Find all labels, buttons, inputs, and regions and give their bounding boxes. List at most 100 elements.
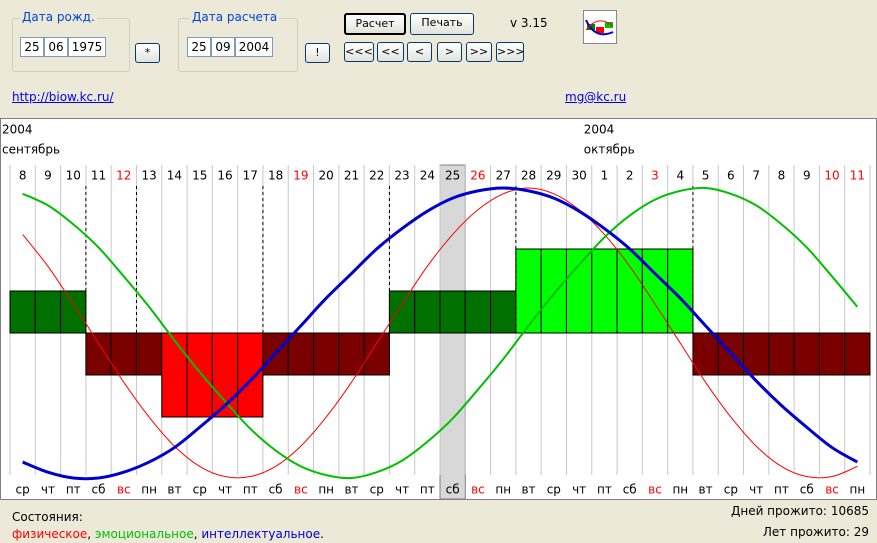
state-bar xyxy=(211,332,239,418)
state-bar xyxy=(34,290,62,334)
day-label: 10 xyxy=(66,169,81,183)
button[interactable]: ! xyxy=(305,43,330,63)
state-bar xyxy=(161,332,188,418)
weekday-label: ср xyxy=(193,483,207,497)
weekday-label: вс xyxy=(471,483,485,497)
weekday-label: ср xyxy=(547,483,561,497)
day-label: 19 xyxy=(293,169,308,183)
nav-button[interactable]: << xyxy=(377,42,404,62)
state-bar xyxy=(60,290,87,334)
month-name: сентябрь xyxy=(2,143,60,157)
weekday-label: чт xyxy=(572,483,586,497)
day-label: 17 xyxy=(243,169,258,183)
date-field[interactable]: 25 xyxy=(20,37,44,57)
month-name: октябрь xyxy=(584,143,635,157)
biorhythm-curve xyxy=(22,186,859,481)
state-bar xyxy=(388,290,416,334)
day-label: 24 xyxy=(420,169,435,183)
legend-entry: физическое xyxy=(12,527,88,541)
weekday-label: чт xyxy=(218,483,232,497)
state-bar xyxy=(565,248,593,334)
day-label: 29 xyxy=(546,169,561,183)
day-label: 10 xyxy=(824,169,839,183)
state-bar xyxy=(363,332,390,376)
group-label: Дата рожд. xyxy=(20,10,97,24)
app-icon xyxy=(583,10,617,44)
day-label: 9 xyxy=(803,169,811,183)
state-bar xyxy=(414,290,441,334)
nav-button[interactable]: > xyxy=(437,42,462,62)
weekday-label: сб xyxy=(446,483,460,497)
chart: 2004сентябрь2004октябрь8ср9чт10пт11сб12в… xyxy=(0,118,877,500)
state-bar xyxy=(692,332,719,376)
weekday-label: пт xyxy=(774,483,789,497)
link[interactable]: mg@kc.ru xyxy=(565,90,627,104)
date-field[interactable]: 06 xyxy=(44,37,68,57)
state-bar xyxy=(186,332,213,418)
weekday-label: сб xyxy=(269,483,283,497)
label: Лет прожито: xyxy=(762,525,850,539)
weekday-label: вт xyxy=(521,483,535,497)
day-label: 11 xyxy=(91,169,106,183)
day-label: 6 xyxy=(727,169,735,183)
state-bar xyxy=(490,290,517,334)
day-label: 8 xyxy=(19,169,27,183)
state-bar xyxy=(667,248,694,334)
day-label: 7 xyxy=(752,169,760,183)
icon-curve xyxy=(585,20,614,31)
weekday-label: ср xyxy=(370,483,384,497)
weekday-label: вт xyxy=(699,483,713,497)
legend-title: Состояния: xyxy=(12,510,83,524)
link[interactable]: http://biow.kc.ru/ xyxy=(12,90,114,104)
weekday-label: сб xyxy=(92,483,106,497)
day-label: 27 xyxy=(496,169,511,183)
button[interactable]: Расчет xyxy=(344,13,406,35)
weekday-label: пн xyxy=(850,483,866,497)
day-label: 28 xyxy=(521,169,536,183)
version: v 3.15 xyxy=(510,16,548,30)
day-label: 2 xyxy=(626,169,634,183)
weekday-label: ср xyxy=(16,483,30,497)
button[interactable]: * xyxy=(135,43,160,63)
weekday-label: чт xyxy=(395,483,409,497)
day-label: 3 xyxy=(651,169,659,183)
day-label: 1 xyxy=(601,169,609,183)
day-label: 4 xyxy=(676,169,684,183)
nav-button[interactable]: <<< xyxy=(344,42,374,62)
state-bar xyxy=(540,248,567,334)
weekday-label: вс xyxy=(117,483,131,497)
weekday-label: вс xyxy=(825,483,839,497)
nav-button[interactable]: >> xyxy=(466,42,492,62)
date-field[interactable]: 09 xyxy=(211,37,235,57)
legend-separator: . xyxy=(320,527,324,541)
weekday-label: вт xyxy=(344,483,358,497)
nav-button[interactable]: < xyxy=(407,42,432,62)
day-label: 30 xyxy=(571,169,586,183)
state-bar xyxy=(9,290,36,334)
day-label: 21 xyxy=(344,169,359,183)
years-lived: Лет прожито: 29 xyxy=(763,525,869,539)
state-bar xyxy=(464,290,492,334)
state-bar xyxy=(287,332,315,376)
weekday-label: пт xyxy=(66,483,81,497)
state-bar xyxy=(768,332,795,376)
weekday-label: пт xyxy=(243,483,258,497)
value: 29 xyxy=(853,525,869,539)
weekday-label: сб xyxy=(800,483,814,497)
nav-button[interactable]: >>> xyxy=(496,42,525,62)
month-year: 2004 xyxy=(2,123,33,137)
state-bar xyxy=(110,332,137,376)
legend-separator: , xyxy=(87,527,95,541)
weekday-label: пт xyxy=(597,483,612,497)
legend-entry: интеллектуальное xyxy=(201,527,321,541)
button[interactable]: Печать xyxy=(410,13,474,35)
icon-bar xyxy=(596,27,604,33)
date-field[interactable]: 1975 xyxy=(68,37,106,57)
legend: физическое, эмоциональное, интеллектуаль… xyxy=(12,527,324,541)
date-field[interactable]: 25 xyxy=(187,37,211,57)
state-bar xyxy=(743,332,770,376)
state-bar xyxy=(616,248,643,334)
date-field[interactable]: 2004 xyxy=(235,37,273,57)
weekday-label: пн xyxy=(672,483,688,497)
